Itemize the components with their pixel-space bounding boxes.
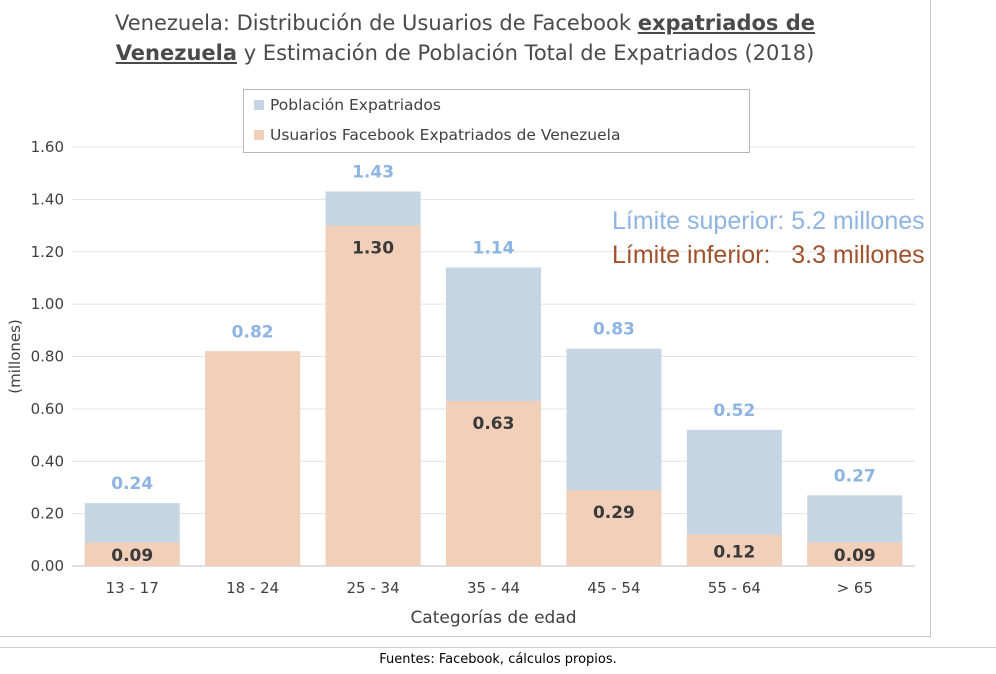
data-label-usuarios: 0.12 bbox=[713, 542, 755, 562]
data-label-usuarios: 0.09 bbox=[111, 546, 153, 566]
legend-item-poblacion: Población Expatriados bbox=[254, 94, 441, 116]
legend-swatch-poblacion bbox=[254, 100, 264, 110]
bar-usuarios bbox=[325, 225, 421, 566]
data-label-usuarios: 1.30 bbox=[352, 239, 394, 259]
data-label-poblacion: 0.24 bbox=[111, 474, 153, 494]
bar-chart: 0.00 0.20 0.40 0.60 0.80 1.00 1.20 1.40 1.60 (mil… bbox=[6, 138, 915, 628]
x-tick-label: > 65 bbox=[837, 579, 873, 597]
bar-usuarios bbox=[566, 490, 662, 566]
footer-source: Fuentes: Facebook, cálculos propios. bbox=[379, 652, 617, 667]
bar-usuarios bbox=[205, 351, 301, 566]
y-tick-label: 0.20 bbox=[31, 505, 64, 523]
data-label-usuarios: 0.29 bbox=[593, 503, 635, 523]
data-label-usuarios: 0.09 bbox=[834, 546, 876, 566]
x-axis-label: Categorías de edad bbox=[410, 608, 576, 628]
chart-title: Venezuela: Distribución de Usuarios de F… bbox=[0, 8, 930, 68]
legend: Población Expatriados Usuarios Facebook … bbox=[243, 89, 750, 153]
limit-lower-text: Límite inferior: 3.3 millones bbox=[612, 241, 925, 269]
data-label-poblacion: 0.83 bbox=[593, 320, 635, 340]
data-label-poblacion: 0.27 bbox=[834, 466, 876, 486]
data-label-usuarios: 0.63 bbox=[473, 414, 515, 434]
legend-swatch-usuarios bbox=[254, 130, 264, 140]
title-part-2: expatriados de bbox=[637, 11, 816, 35]
title-part-4: y Estimación de Población Total de Expat… bbox=[237, 41, 815, 65]
y-tick-label: 0.80 bbox=[31, 348, 64, 366]
x-tick-label: 55 - 64 bbox=[708, 579, 761, 597]
data-label-poblacion: 0.52 bbox=[713, 401, 755, 421]
data-label-poblacion: 1.43 bbox=[352, 163, 394, 183]
y-tick-label: 1.60 bbox=[31, 138, 64, 156]
legend-label-poblacion: Población Expatriados bbox=[270, 96, 441, 114]
x-tick-label: 25 - 34 bbox=[347, 579, 400, 597]
y-tick-label: 1.20 bbox=[31, 243, 64, 261]
bar-usuarios bbox=[686, 534, 782, 566]
title-part-1: Venezuela: Distribución de Usuarios de F… bbox=[114, 11, 638, 35]
y-tick-label: 1.00 bbox=[31, 295, 64, 313]
y-tick-label: 0.00 bbox=[31, 557, 64, 575]
bar-usuarios bbox=[84, 542, 180, 566]
legend-item-usuarios: Usuarios Facebook Expatriados de Venezue… bbox=[254, 124, 620, 146]
limits-annotation: Límite superior: 5.2 millones Límite inf… bbox=[612, 204, 925, 272]
x-tick-label: 45 - 54 bbox=[587, 579, 640, 597]
y-tick-label: 0.60 bbox=[31, 400, 64, 418]
y-tick-label: 1.40 bbox=[31, 190, 64, 208]
bar-usuarios bbox=[446, 401, 541, 566]
x-tick-label: 13 - 17 bbox=[106, 579, 159, 597]
data-label-poblacion: 1.14 bbox=[473, 238, 515, 258]
data-label-poblacion: 0.82 bbox=[232, 322, 274, 342]
y-tick-label: 0.40 bbox=[31, 452, 64, 470]
x-tick-label: 35 - 44 bbox=[467, 579, 520, 597]
legend-label-usuarios: Usuarios Facebook Expatriados de Venezue… bbox=[270, 126, 621, 144]
bar-usuarios bbox=[807, 542, 903, 566]
title-part-3: Venezuela bbox=[115, 41, 238, 65]
x-tick-label: 18 - 24 bbox=[226, 579, 279, 597]
limit-upper-text: Límite superior: 5.2 millones bbox=[612, 207, 925, 235]
y-axis-label: (millones) bbox=[6, 319, 24, 394]
footer-divider bbox=[0, 647, 996, 648]
chart-frame: Venezuela: Distribución de Usuarios de F… bbox=[0, 0, 931, 637]
